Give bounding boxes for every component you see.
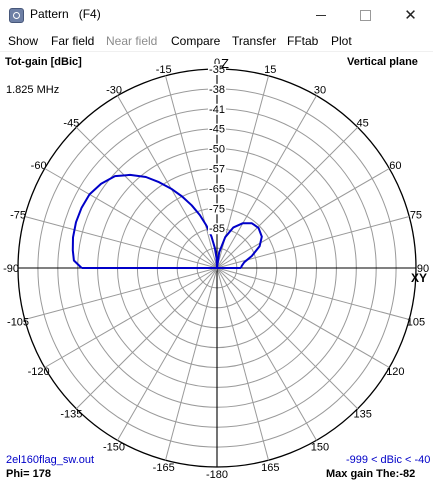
menu-transfer[interactable]: Transfer (232, 34, 277, 48)
grid-spoke (216, 126, 359, 269)
radial-tick-bg (208, 64, 226, 75)
radial-tick-label: -65 (209, 183, 225, 195)
radial-tick-bg (208, 103, 226, 115)
angle-tick-label: 135 (353, 409, 371, 421)
radial-tick-bg (208, 123, 226, 135)
menu-fftab[interactable]: FFtab (287, 34, 319, 48)
angle-tick-label: -120 (28, 366, 50, 378)
title-bar: Pattern (F4) ✕ (0, 0, 433, 31)
grid-spoke (44, 168, 218, 269)
file-name-label: 2el160flag_sw.out (6, 454, 95, 466)
angle-tick-label: -15 (156, 64, 172, 76)
radial-tick-label: -41 (209, 104, 225, 116)
grid-spoke (75, 126, 218, 269)
menu-near-field[interactable]: Near field (106, 34, 158, 48)
menu-far-field[interactable]: Far field (51, 34, 95, 48)
grid-spoke (216, 267, 269, 461)
grid-spoke (216, 95, 317, 269)
grid-spoke (75, 267, 218, 410)
frequency-label: 1.825 MHz (6, 84, 60, 96)
menu-plot[interactable]: Plot (331, 34, 352, 48)
polar-pattern-chart: 0 15 30 45 60 75 90 105 120 135 150 165 -180 -15 -30 -4… (3, 57, 429, 481)
radial-tick-bg (208, 203, 226, 215)
grid-spoke (216, 168, 390, 269)
angle-tick-label: 120 (386, 366, 404, 378)
close-icon: ✕ (404, 7, 417, 24)
radial-tick-label: -57 (209, 164, 225, 176)
plane-label: Vertical plane (347, 56, 418, 68)
radial-tick-bg (208, 223, 226, 235)
phi-label: Phi= 178 (6, 468, 51, 480)
range-label: -999 < dBic < -40 (346, 454, 431, 466)
angle-tick-label: -150 (103, 441, 125, 453)
radial-tick-label: -50 (209, 144, 225, 156)
angle-tick-label: 150 (311, 441, 329, 453)
menu-compare[interactable]: Compare (171, 34, 221, 48)
radial-tick-bg (208, 163, 226, 175)
angle-tick-label: 105 (407, 316, 425, 328)
grid-spoke (24, 267, 218, 320)
angle-tick-label: -105 (7, 316, 29, 328)
app-icon (9, 8, 24, 23)
angle-tick-label: -180 (206, 469, 228, 481)
pattern-curve (71, 173, 263, 269)
angle-tick-label: 45 (357, 117, 369, 129)
max-gain-label: Max gain The:-82 (326, 468, 416, 480)
grid-spoke (165, 75, 218, 269)
menu-show[interactable]: Show (8, 34, 39, 48)
radial-tick-bg (208, 183, 226, 195)
grid-spoke (216, 267, 359, 410)
radial-tick-label: -85 (209, 223, 225, 235)
radial-tick-bg (208, 143, 226, 155)
angle-tick-label: -30 (106, 85, 122, 97)
angle-tick-label: -90 (3, 263, 19, 275)
angle-tick-label: 75 (410, 210, 422, 222)
radial-tick-label: -75 (209, 203, 225, 215)
angle-tick-label: -75 (10, 210, 26, 222)
grid-spoke (44, 267, 218, 368)
grid-spoke (165, 267, 218, 461)
pattern-plot-area: Tot-gain [dBic] Vertical plane 1.825 MHz… (0, 52, 433, 483)
maximize-button[interactable] (343, 0, 388, 30)
minimize-icon (315, 14, 326, 16)
radial-tick-bg (208, 83, 226, 95)
angle-tick-label: 90 (417, 263, 429, 275)
close-button[interactable]: ✕ (388, 0, 433, 30)
angle-tick-label: -165 (153, 462, 175, 474)
xy-axis-label: XY (411, 271, 428, 285)
z-axis-label: Z (221, 56, 229, 71)
grid-spoke (216, 267, 317, 441)
grid-spoke (24, 216, 218, 269)
angle-tick-label: 165 (261, 462, 279, 474)
minimize-button[interactable] (298, 0, 343, 30)
angle-tick-label: 60 (389, 160, 401, 172)
grid-spoke (216, 267, 410, 320)
angle-tick-label: -45 (63, 117, 79, 129)
grid-spoke (117, 95, 218, 269)
grid-spoke (117, 267, 218, 441)
maximize-icon (360, 9, 371, 21)
radial-tick-label: -45 (209, 124, 225, 136)
radial-tick-label: -38 (209, 84, 225, 96)
menu-bar: Show Far field Near field Compare Transf… (0, 31, 433, 52)
radial-tick-label: -35 (209, 64, 225, 76)
gain-label: Tot-gain [dBic] (5, 56, 82, 68)
angle-tick-label: 30 (314, 85, 326, 97)
angle-tick-label: 15 (264, 64, 276, 76)
window-title: Pattern (F4) (30, 7, 101, 21)
grid-spoke (216, 267, 390, 368)
angle-tick-label: -60 (31, 160, 47, 172)
angle-tick-label: -135 (60, 409, 82, 421)
angle-tick-label: 0 (214, 57, 220, 69)
